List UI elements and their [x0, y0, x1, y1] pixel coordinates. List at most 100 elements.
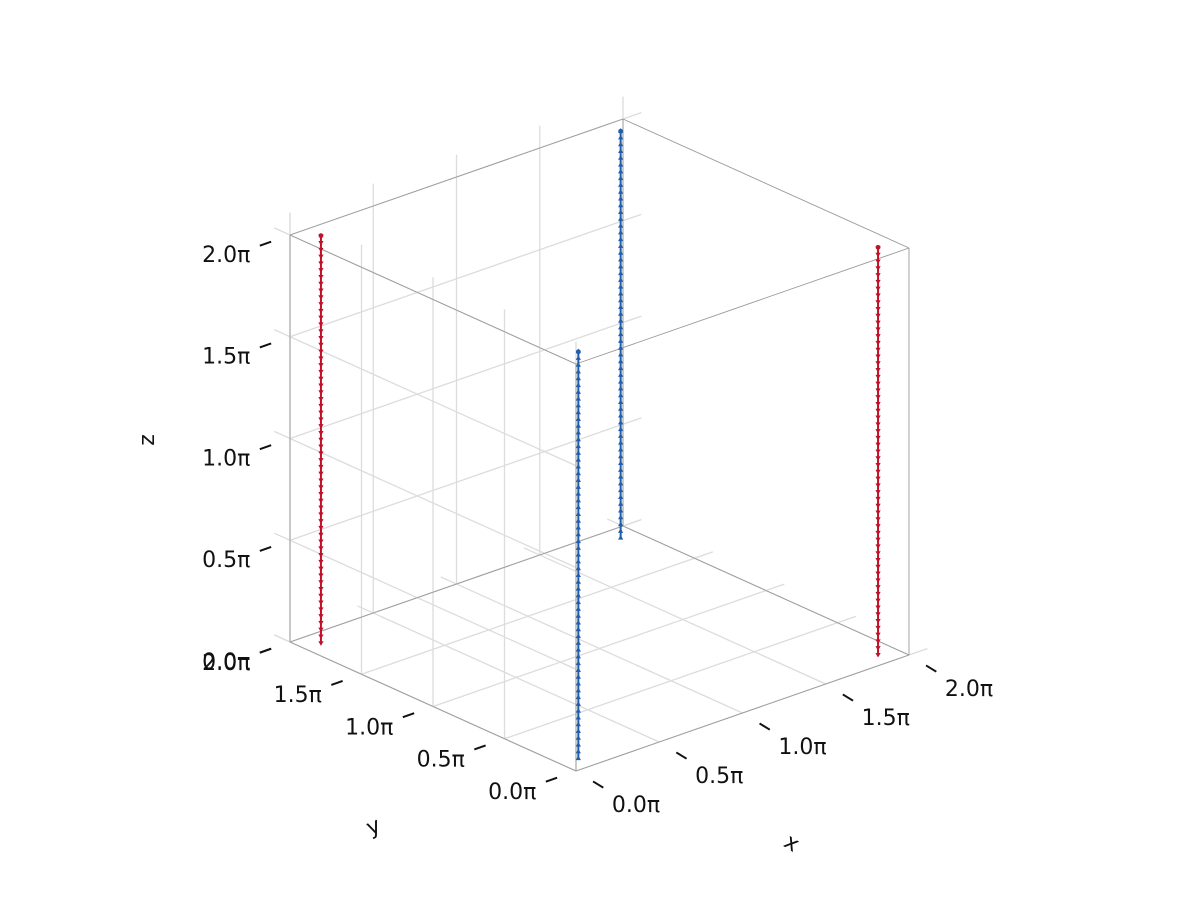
arrow-head [575, 619, 581, 625]
arrow-head [318, 478, 324, 484]
arrow-head [575, 680, 581, 686]
arrow-head [618, 345, 624, 350]
arrow-head [318, 492, 324, 497]
arrow-head [318, 281, 324, 287]
arrow-head [618, 256, 624, 262]
arrow-head [618, 338, 624, 343]
data-layer [318, 128, 881, 761]
grid-line [274, 329, 577, 467]
arrow-head [875, 307, 881, 312]
arrow-head [575, 606, 581, 611]
arrow-head [618, 331, 624, 337]
x-tick-mark [759, 722, 771, 731]
arrow-head [318, 607, 324, 612]
series-arrows [575, 128, 624, 761]
grid-line [289, 417, 642, 541]
grid-layer [274, 96, 928, 772]
x-tick-mark [592, 780, 604, 789]
arrow-head [875, 259, 881, 265]
arrow-end-marker [875, 244, 881, 250]
arrow-head [618, 433, 624, 438]
arrow-head [318, 580, 324, 585]
arrow-head [575, 653, 581, 659]
arrow-head [575, 450, 581, 455]
arrow-head [575, 640, 581, 645]
box-edge [622, 118, 910, 249]
arrow-head [618, 372, 624, 377]
arrow-head [618, 494, 624, 499]
arrow-head [575, 613, 581, 618]
arrow-head [575, 599, 581, 605]
arrow-head [318, 471, 324, 477]
arrow-head [318, 268, 324, 273]
arrow-head [618, 297, 624, 303]
arrow-head [875, 252, 881, 258]
x-tick-label: 0.5π [695, 764, 743, 789]
arrow-head [575, 565, 581, 571]
arrow-head [318, 295, 324, 300]
arrow-head [618, 467, 624, 472]
x-axis-label: x [779, 829, 803, 857]
arrow-head [875, 442, 881, 448]
arrow-head [318, 430, 324, 436]
arrow-head [575, 708, 581, 713]
arrow-head [875, 490, 881, 495]
arrow-head [575, 626, 581, 632]
arrow-head [875, 327, 881, 332]
arrow-head [318, 627, 324, 633]
arrow-head [318, 566, 324, 572]
arrow-head [318, 288, 324, 294]
arrow-head [575, 511, 581, 516]
arrow-head [575, 667, 581, 672]
arrow-head [618, 243, 624, 248]
arrow-head [575, 721, 581, 727]
arrow-head [618, 406, 624, 411]
arrow-head [575, 524, 581, 530]
arrow-head [618, 412, 624, 418]
arrow-head [618, 440, 624, 445]
arrow-head [875, 415, 881, 421]
x-tick-mark [675, 751, 688, 760]
arrow-head [318, 376, 324, 382]
grid-line [523, 547, 827, 685]
arrow-head [875, 320, 881, 326]
grid-line [274, 430, 577, 569]
arrow-head [875, 381, 881, 387]
arrow-head [875, 401, 881, 407]
arrow-head [875, 388, 881, 393]
grid-line [440, 576, 743, 714]
arrow-head [318, 634, 324, 640]
arrow-head [575, 396, 581, 401]
z-tick-label: 0.5π [202, 548, 250, 573]
arrow-head [318, 505, 324, 511]
box-edge [289, 234, 577, 365]
arrow-head [618, 392, 624, 398]
y-tick-mark [473, 744, 486, 751]
arrow-head [318, 600, 324, 606]
arrow-head [875, 408, 881, 414]
arrow-head [575, 660, 581, 666]
arrow-head [875, 625, 881, 631]
arrow-head [875, 571, 881, 577]
arrow-head [875, 429, 881, 434]
z-tick-label: 0.0π [202, 650, 250, 675]
arrow-head [875, 591, 881, 597]
arrow-head [318, 458, 324, 463]
arrow-head [875, 313, 881, 319]
arrow-head [875, 510, 881, 516]
arrow-head [575, 531, 581, 537]
arrow-head [318, 322, 324, 328]
arrow-head [618, 304, 624, 310]
series-arrows [318, 233, 881, 658]
arrow-head [575, 491, 581, 496]
arrow-head [875, 279, 881, 285]
arrow-head [318, 444, 324, 450]
arrow-head [318, 498, 324, 504]
arrow-head [618, 223, 624, 228]
arrow-head [875, 347, 881, 353]
arrow-head [618, 385, 624, 391]
arrow-head [575, 389, 581, 394]
arrow-head [618, 487, 624, 493]
box-edge [575, 247, 910, 365]
